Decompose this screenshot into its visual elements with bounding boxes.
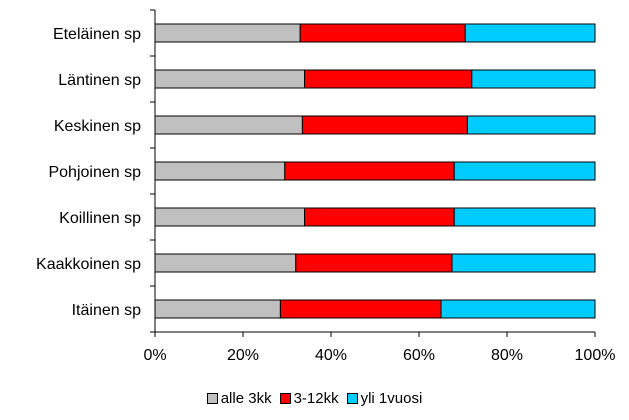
bar-läntinen-sp-yli-1vuosi [471, 69, 596, 89]
x-tick-label: 60% [403, 347, 435, 364]
category-label: Itäinen sp [72, 302, 141, 319]
x-tick-label: 20% [227, 347, 259, 364]
bar-koillinen-sp-alle-3kk [154, 207, 306, 227]
bar-läntinen-sp-alle-3kk [154, 69, 306, 89]
category-label: Keskinen sp [54, 118, 141, 135]
legend-item-alle-3kk: alle 3kk [206, 390, 272, 407]
category-label: Eteläinen sp [53, 26, 141, 43]
bar-eteläinen-sp-3-12kk [299, 23, 466, 43]
legend-item-yli-1vuosi: yli 1vuosi [346, 390, 423, 407]
bar-keskinen-sp-yli-1vuosi [466, 115, 596, 135]
bar-kaakkoinen-sp-alle-3kk [154, 253, 297, 273]
bar-koillinen-sp-yli-1vuosi [453, 207, 596, 227]
x-tick-label: 100% [575, 347, 616, 364]
bar-koillinen-sp-3-12kk [304, 207, 455, 227]
x-tick-label: 40% [315, 347, 347, 364]
category-label: Koillinen sp [59, 210, 141, 227]
category-label: Pohjoinen sp [48, 164, 141, 181]
bar-pohjoinen-sp-alle-3kk [154, 161, 286, 181]
x-tick-label: 80% [491, 347, 523, 364]
legend-swatch-yli-1vuosi [346, 393, 358, 404]
bar-pohjoinen-sp-3-12kk [284, 161, 455, 181]
bar-itäinen-sp-3-12kk [279, 299, 442, 319]
bar-itäinen-sp-alle-3kk [154, 299, 281, 319]
legend-item-3-12kk: 3-12kk [279, 390, 339, 407]
bar-eteläinen-sp-yli-1vuosi [464, 23, 596, 43]
legend-swatch-alle-3kk [206, 393, 218, 404]
category-label: Kaakkoinen sp [36, 256, 141, 273]
bar-pohjoinen-sp-yli-1vuosi [453, 161, 596, 181]
category-label: Läntinen sp [58, 72, 141, 89]
bar-itäinen-sp-yli-1vuosi [440, 299, 596, 319]
legend: alle 3kk 3-12kk yli 1vuosi [0, 390, 629, 407]
bar-keskinen-sp-alle-3kk [154, 115, 303, 135]
bar-läntinen-sp-3-12kk [304, 69, 473, 89]
bar-kaakkoinen-sp-3-12kk [295, 253, 453, 273]
bar-eteläinen-sp-alle-3kk [154, 23, 301, 43]
bar-keskinen-sp-3-12kk [301, 115, 468, 135]
legend-label-yli-1vuosi: yli 1vuosi [360, 390, 423, 407]
legend-label-3-12kk: 3-12kk [293, 390, 339, 407]
legend-swatch-3-12kk [279, 393, 291, 404]
bar-kaakkoinen-sp-yli-1vuosi [451, 253, 596, 273]
x-tick-label: 0% [143, 347, 166, 364]
legend-label-alle-3kk: alle 3kk [220, 390, 272, 407]
